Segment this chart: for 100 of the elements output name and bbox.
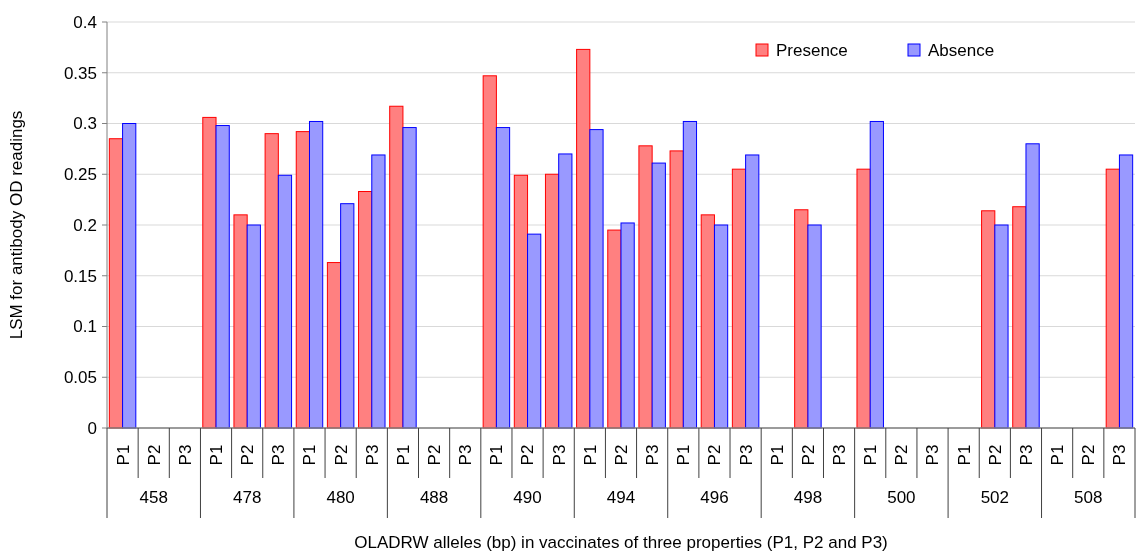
bar	[700, 214, 715, 429]
legend-label: Absence	[928, 40, 995, 60]
x-tick-label: P2	[518, 444, 538, 466]
text: 478	[232, 488, 262, 507]
bar	[638, 145, 653, 429]
y-tick-label: 0.25	[63, 165, 97, 185]
x-tick-label: P2	[238, 444, 258, 466]
y-axis-title: LSM for antibody OD readings	[7, 110, 26, 340]
x-tick-label: P2	[798, 444, 818, 466]
bar	[856, 168, 871, 429]
bar	[794, 209, 809, 429]
text: 502	[980, 488, 1010, 507]
y-tick-label: 0.2	[73, 215, 97, 235]
text: 458	[139, 488, 168, 507]
bar	[277, 174, 293, 429]
x-tick-label: P1	[1048, 444, 1068, 466]
bar	[558, 153, 573, 429]
text: 500	[887, 488, 916, 507]
x-tick-label: P2	[144, 444, 164, 466]
bar	[495, 127, 511, 429]
bar	[589, 129, 604, 429]
x-tick-label: P3	[175, 444, 195, 466]
x-tick-label: P1	[861, 444, 881, 466]
bar	[215, 125, 230, 429]
bar	[358, 191, 373, 429]
bar	[576, 48, 591, 429]
legend-label: Presence	[776, 40, 848, 60]
y-tick-label: 0.05	[63, 368, 97, 388]
bar	[682, 120, 698, 429]
bar	[994, 224, 1009, 429]
x-tick-label: P3	[923, 444, 943, 466]
bar	[233, 214, 248, 429]
x-tick-label: P3	[736, 444, 756, 466]
text: 488	[419, 488, 449, 507]
x-tick-label: P2	[705, 444, 725, 466]
x-tick-label: P2	[611, 444, 631, 466]
bar	[108, 138, 124, 429]
x-tick-label: P3	[643, 444, 663, 466]
x-tick-label: P2	[985, 444, 1005, 466]
y-tick-label: 0.3	[73, 114, 97, 134]
y-tick-label: 0.35	[63, 63, 97, 83]
bar	[371, 154, 386, 429]
text: 494	[606, 488, 636, 507]
x-tick-label: P1	[767, 444, 787, 466]
x-tick-label: P1	[487, 444, 507, 466]
x-tick-label: P1	[580, 444, 600, 466]
bar	[745, 154, 760, 429]
bar	[122, 123, 137, 429]
bar	[620, 222, 635, 429]
x-tick-label: P3	[549, 444, 569, 466]
bar	[326, 262, 342, 429]
y-tick-label: 0	[87, 418, 97, 438]
bar	[1025, 143, 1040, 429]
bar	[981, 210, 996, 429]
x-tick-label: P1	[113, 444, 133, 466]
bar	[308, 120, 324, 429]
y-tick-label: 0.4	[73, 12, 97, 32]
x-tick-label: P3	[362, 444, 382, 466]
bar	[264, 133, 279, 429]
y-tick-label: 0.1	[73, 317, 97, 337]
x-tick-label: P3	[1016, 444, 1036, 466]
bar	[1105, 168, 1120, 429]
y-tick-label: 0.15	[63, 266, 97, 286]
x-tick-label: P3	[830, 444, 850, 466]
bar	[713, 224, 729, 429]
x-tick-label: P1	[300, 444, 320, 466]
x-tick-label: P3	[1110, 444, 1130, 466]
x-tick-label: P1	[206, 444, 226, 466]
x-tick-label: P3	[456, 444, 476, 466]
bar	[869, 120, 884, 429]
bar	[340, 203, 355, 429]
x-tick-label: P3	[269, 444, 289, 466]
bar	[246, 224, 261, 429]
text: 498	[793, 488, 823, 507]
bar	[389, 105, 404, 429]
bar	[295, 131, 310, 429]
x-tick-label: P2	[425, 444, 445, 466]
bar	[1012, 206, 1027, 429]
x-tick-label: P2	[1079, 444, 1099, 466]
text: 490	[513, 488, 542, 507]
text: 496	[700, 488, 729, 507]
bar	[731, 168, 747, 429]
x-axis-title: OLADRW alleles (bp) in vaccinates of three properties (P1, P2 and P3)	[354, 533, 888, 552]
bar	[202, 116, 217, 429]
x-tick-label: P2	[331, 444, 351, 466]
x-tick-label: P1	[393, 444, 413, 466]
bar	[669, 150, 684, 429]
bar	[1118, 154, 1134, 429]
x-tick-label: P2	[892, 444, 912, 466]
bar	[807, 224, 822, 429]
bar	[607, 229, 622, 429]
bar	[513, 174, 529, 429]
text: 508	[1074, 488, 1103, 507]
bar	[402, 127, 417, 429]
bar	[482, 75, 497, 429]
bar	[651, 162, 666, 429]
text: 480	[326, 488, 355, 507]
bar	[544, 173, 560, 429]
x-tick-label: P1	[954, 444, 974, 466]
x-tick-label: P1	[674, 444, 694, 466]
